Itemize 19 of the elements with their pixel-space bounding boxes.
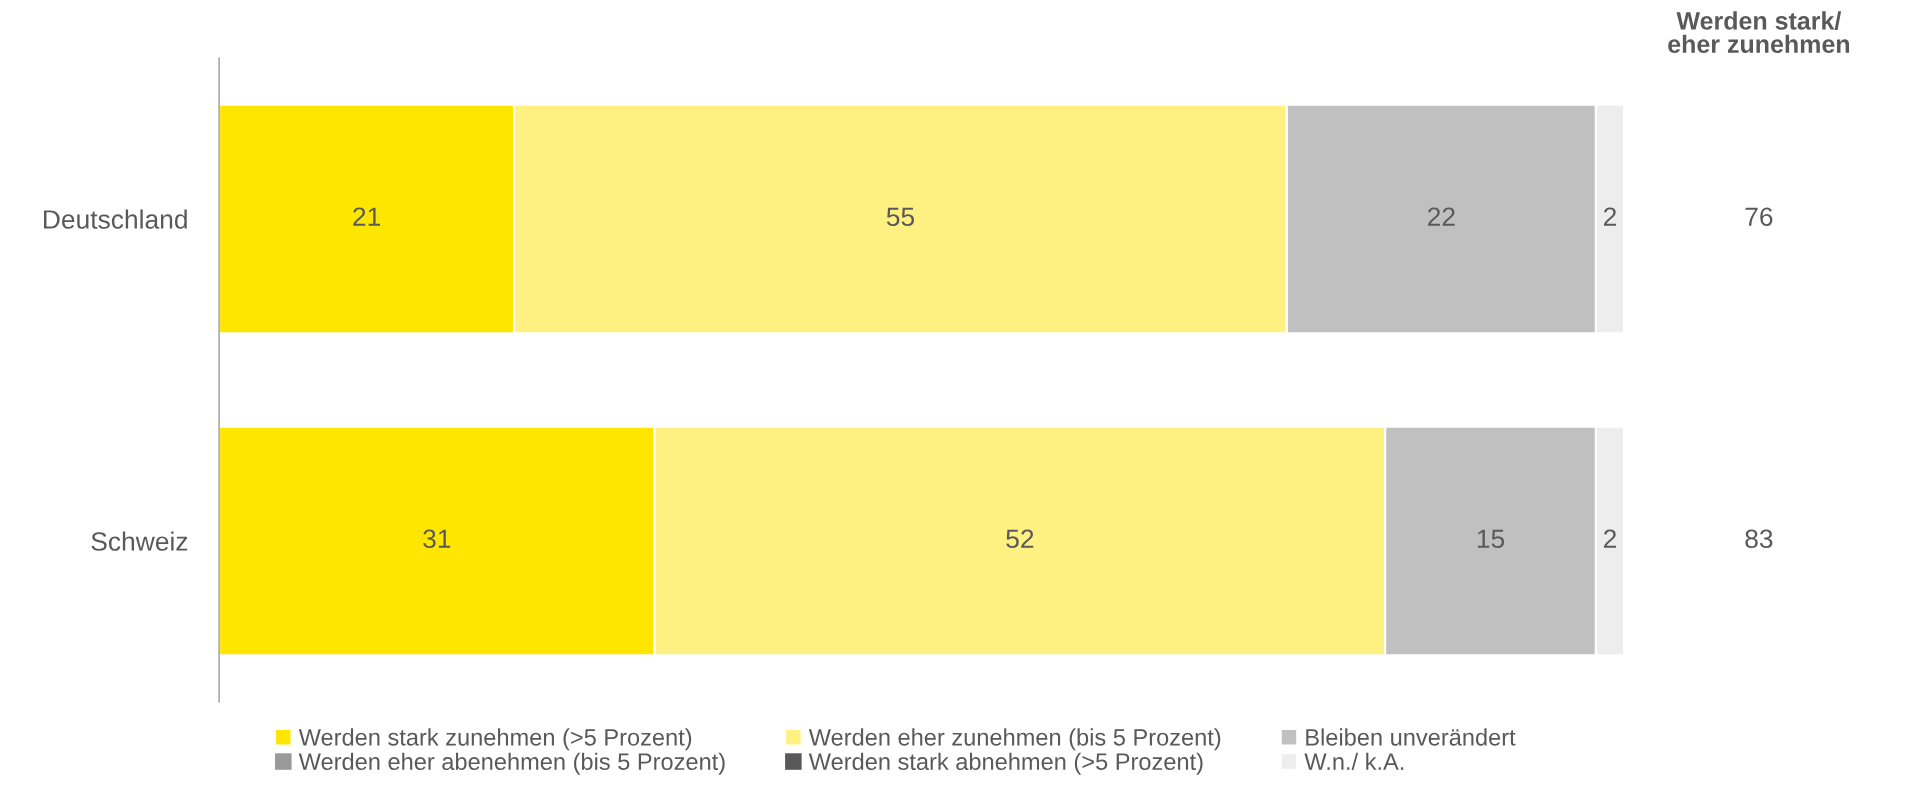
legend-label: Bleiben unverändert — [1306, 728, 1516, 746]
y-tick-label: Schweiz — [91, 531, 188, 551]
text: 83 — [1745, 529, 1773, 549]
data-label: 2 — [1603, 529, 1616, 548]
data-label: 52 — [1006, 529, 1034, 549]
text: 76 — [1745, 207, 1773, 227]
data-label: 21 — [353, 207, 380, 226]
legend-label: Werden stark abnehmen (>5 Prozent) — [808, 752, 1203, 775]
legend-label: W.n./ k.A. — [1304, 752, 1404, 771]
data-label: 31 — [423, 529, 451, 549]
legend-label: Werden stark zunehmen (>5 Prozent) — [298, 728, 692, 751]
data-label: 15 — [1477, 529, 1505, 549]
legend-label: Werden eher zunehmen (bis 5 Prozent) — [808, 728, 1221, 751]
data-label: 55 — [886, 207, 915, 227]
y-tick-label: Deutschland — [43, 209, 187, 229]
data-label: 2 — [1603, 207, 1616, 226]
data-label: 22 — [1428, 207, 1455, 226]
legend-label: Werden eher abenehmen (bis 5 Prozent) — [298, 752, 725, 775]
text: Werden stark/ eher zunehmen — [1668, 11, 1850, 54]
